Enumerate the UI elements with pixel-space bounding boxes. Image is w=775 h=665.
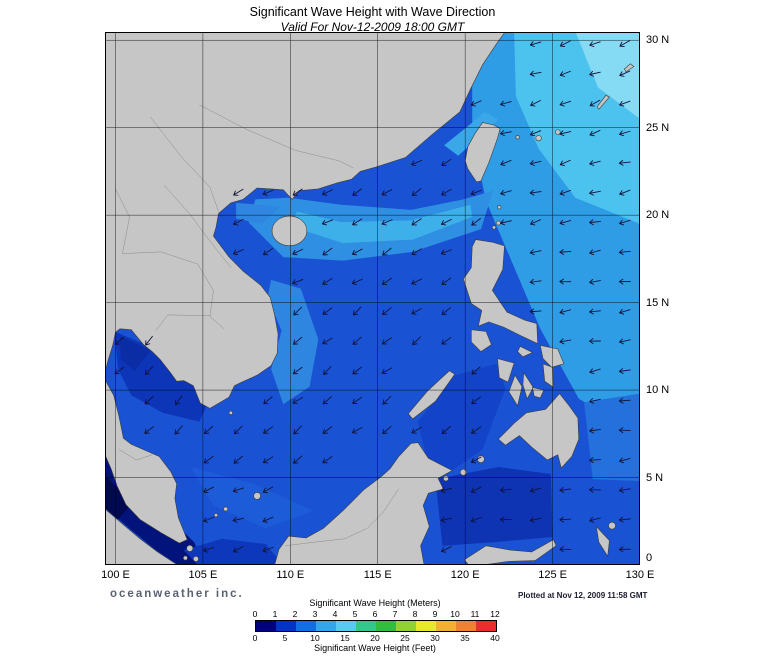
meters-tick: 0 bbox=[252, 609, 258, 619]
lon-tick-label: 115 E bbox=[363, 569, 392, 581]
valid-time-subtitle: Valid For Nov-12-2009 18:00 GMT bbox=[280, 20, 465, 34]
colorbar-segment bbox=[276, 621, 296, 631]
meters-tick: 9 bbox=[432, 609, 438, 619]
colorbar-segment bbox=[436, 621, 456, 631]
lat-tick-label: 25 N bbox=[646, 121, 670, 134]
oceanweather-logo: oceanweather inc. bbox=[110, 588, 244, 600]
lat-tick-label: 0 bbox=[646, 552, 653, 564]
colorbar-segment bbox=[376, 621, 396, 631]
colorbar-segment bbox=[476, 621, 496, 631]
meters-tick: 12 bbox=[490, 609, 500, 619]
map-frame bbox=[105, 32, 640, 565]
colorbar-segment bbox=[336, 621, 356, 631]
grid-lines bbox=[105, 32, 640, 565]
colorbar-feet-label: Significant Wave Height (Feet) bbox=[314, 643, 436, 653]
wave-height-field bbox=[105, 32, 640, 565]
country-borders bbox=[115, 104, 399, 547]
colorbar-segment bbox=[416, 621, 436, 631]
lat-tick-label: 15 N bbox=[646, 296, 670, 309]
feet-tick: 25 bbox=[400, 633, 410, 643]
feet-tick: 35 bbox=[460, 633, 470, 643]
feet-tick: 5 bbox=[282, 633, 288, 643]
plotted-timestamp: Plotted at Nov 12, 2009 11:58 GMT bbox=[518, 591, 648, 600]
meters-tick: 11 bbox=[470, 609, 480, 619]
colorbar-segment bbox=[296, 621, 316, 631]
map-area: 100 E 105 E 110 E 115 E 120 E 125 E 130 E 30 N 2… bbox=[101, 32, 669, 581]
colorbar bbox=[255, 620, 497, 632]
feet-tick: 0 bbox=[252, 633, 258, 643]
feet-tick: 15 bbox=[340, 633, 350, 643]
wave-height-map bbox=[105, 32, 640, 565]
meters-tick: 2 bbox=[292, 609, 298, 619]
colorbar-segment bbox=[456, 621, 476, 631]
lon-tick-label: 105 E bbox=[188, 569, 218, 581]
meters-tick: 10 bbox=[450, 609, 460, 619]
lon-tick-label: 100 E bbox=[101, 569, 130, 581]
colorbar-meters-ticks: 0 1 2 3 4 5 6 7 8 9 10 11 12 bbox=[253, 609, 500, 619]
lon-tick-label: 130 E bbox=[625, 569, 655, 581]
page-title: Significant Wave Height with Wave Direct… bbox=[249, 5, 496, 19]
lat-tick-label: 20 N bbox=[646, 209, 670, 222]
lat-tick-label: 5 N bbox=[646, 471, 664, 484]
feet-tick: 30 bbox=[430, 633, 440, 643]
feet-tick: 20 bbox=[370, 633, 380, 643]
lon-tick-label: 120 E bbox=[450, 569, 480, 581]
meters-tick: 8 bbox=[412, 609, 418, 619]
meters-tick: 4 bbox=[332, 609, 338, 619]
lon-tick-label: 110 E bbox=[276, 569, 305, 581]
colorbar-meters-label: Significant Wave Height (Meters) bbox=[309, 598, 441, 608]
feet-tick: 10 bbox=[310, 633, 320, 643]
colorbar-segment bbox=[396, 621, 416, 631]
colorbar-segment bbox=[256, 621, 276, 631]
feet-tick: 40 bbox=[490, 633, 500, 643]
meters-tick: 1 bbox=[272, 609, 278, 619]
meters-tick: 3 bbox=[312, 609, 318, 619]
wave-direction-arrows bbox=[114, 40, 631, 553]
lat-tick-label: 10 N bbox=[646, 384, 670, 397]
colorbar-segment bbox=[316, 621, 336, 631]
land-masses bbox=[105, 32, 635, 565]
meters-tick: 7 bbox=[392, 609, 398, 619]
title-block: Significant Wave Height with Wave Direct… bbox=[105, 5, 640, 34]
colorbar-feet-ticks: 0 5 10 15 20 25 30 35 40 bbox=[253, 633, 500, 643]
lon-tick-label: 125 E bbox=[538, 569, 567, 581]
lat-tick-label: 30 N bbox=[646, 34, 670, 47]
meters-tick: 5 bbox=[352, 609, 358, 619]
colorbar-segment bbox=[356, 621, 376, 631]
meters-tick: 6 bbox=[372, 609, 378, 619]
